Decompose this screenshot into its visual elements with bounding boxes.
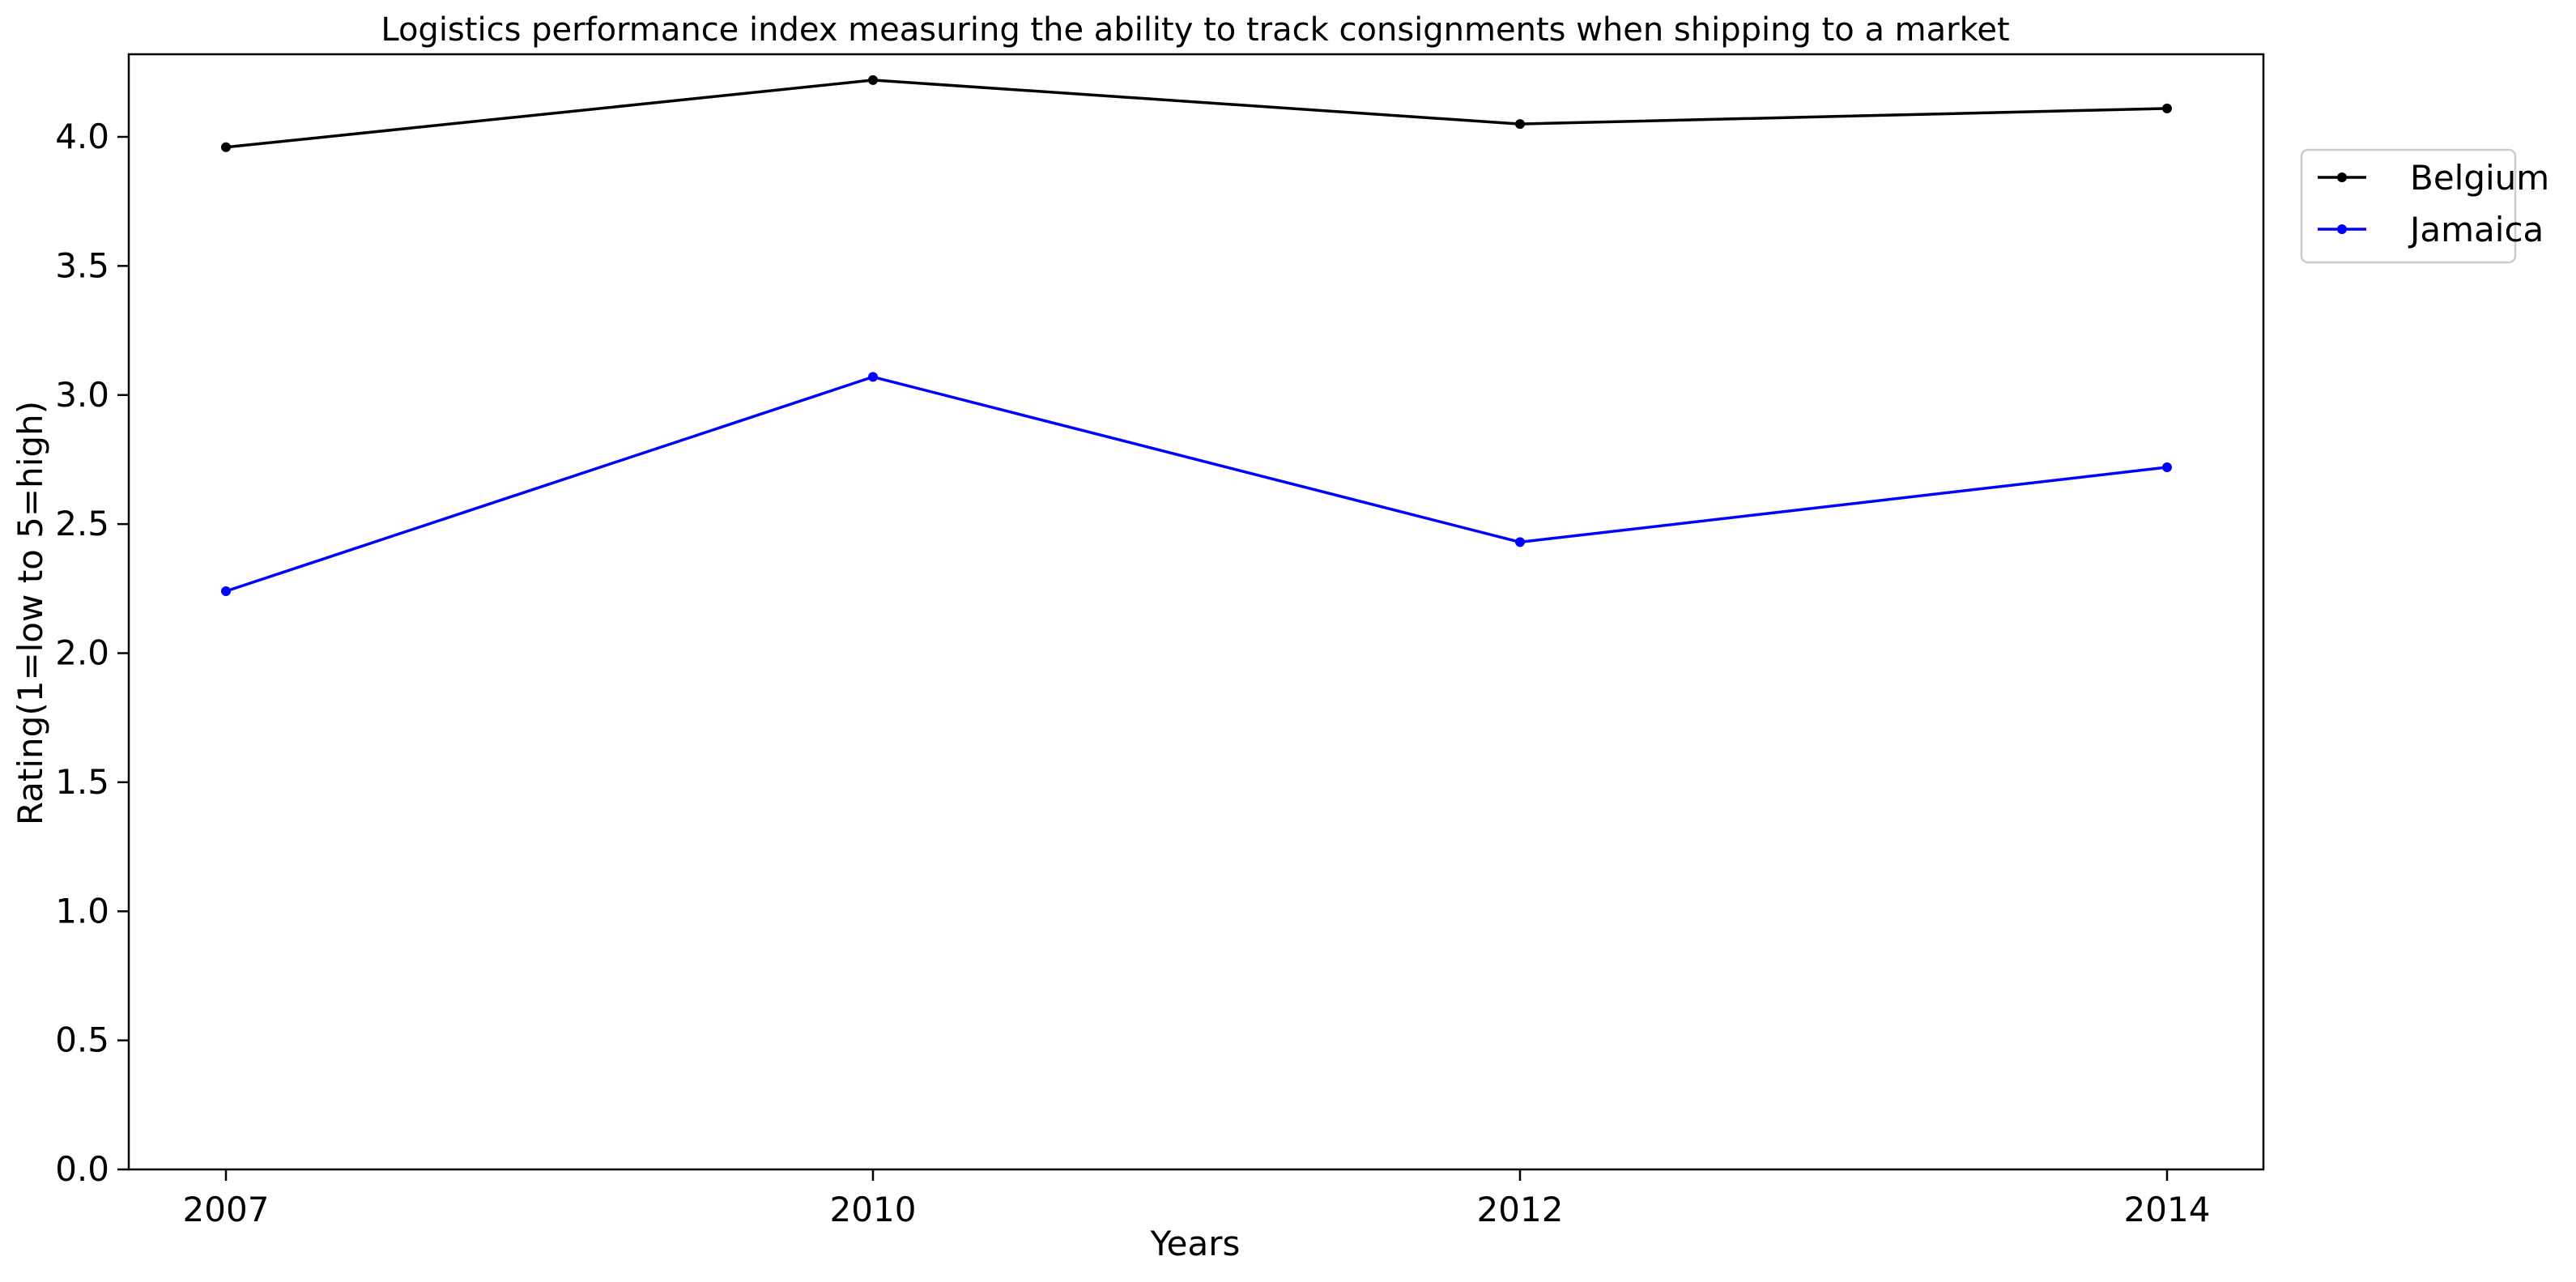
legend-marker-jamaica bbox=[2337, 224, 2347, 234]
y-tick-label: 1.0 bbox=[55, 891, 109, 931]
y-tick-label: 0.0 bbox=[55, 1149, 109, 1189]
data-point-belgium bbox=[1515, 119, 1525, 130]
legend-label-jamaica: Jamaica bbox=[2408, 210, 2544, 249]
y-tick-label: 0.5 bbox=[55, 1020, 109, 1060]
y-tick-label: 2.0 bbox=[55, 633, 109, 673]
plot-area: 0.0 0.5 1.0 1.5 2.0 2.5 3.0 3.5 4.0 2007 2010 2012 2… bbox=[55, 53, 2265, 1229]
y-tick-label: 2.5 bbox=[55, 504, 109, 543]
legend: Belgium Jamaica bbox=[2300, 148, 2549, 264]
y-tick-label: 3.5 bbox=[55, 245, 109, 285]
y-axis-label: Rating(1=low to 5=high) bbox=[11, 401, 50, 825]
x-axis-label: Years bbox=[1150, 1224, 1241, 1263]
data-point-jamaica bbox=[221, 586, 231, 596]
x-tick-label: 2014 bbox=[2124, 1190, 2211, 1229]
x-tick-label: 2010 bbox=[830, 1190, 917, 1229]
legend-label-belgium: Belgium bbox=[2410, 158, 2549, 198]
legend-marker-belgium bbox=[2337, 172, 2347, 182]
series-line-jamaica bbox=[225, 375, 2168, 593]
y-tick-label: 3.0 bbox=[55, 375, 109, 415]
data-point-jamaica bbox=[1515, 537, 1525, 547]
series-line-belgium bbox=[225, 79, 2168, 149]
x-tick-label: 2007 bbox=[183, 1190, 270, 1229]
data-point-belgium bbox=[221, 142, 231, 152]
chart-title: Logistics performance index measuring th… bbox=[381, 11, 2009, 49]
y-tick-label: 1.5 bbox=[55, 762, 109, 802]
data-point-jamaica bbox=[2162, 462, 2172, 472]
data-point-belgium bbox=[868, 75, 878, 85]
y-tick-label: 4.0 bbox=[55, 117, 109, 156]
plot-frame bbox=[127, 53, 2265, 1171]
data-point-belgium bbox=[2162, 103, 2172, 113]
x-tick-label: 2012 bbox=[1477, 1190, 1564, 1229]
data-point-jamaica bbox=[868, 372, 878, 382]
